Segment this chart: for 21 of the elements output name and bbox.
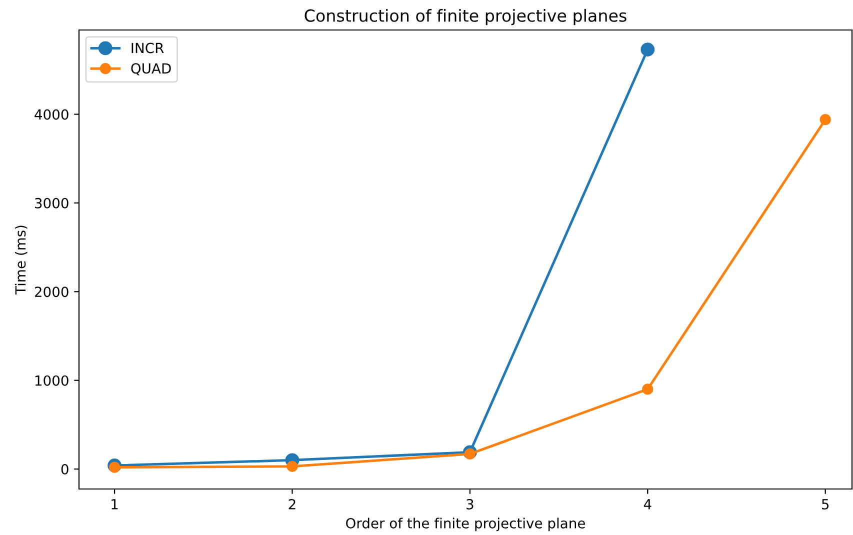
y-tick-label: 1000 xyxy=(35,375,68,386)
x-tick-label: 4 xyxy=(644,499,652,510)
y-tick-label: 0 xyxy=(61,464,68,475)
x-tick-label: 2 xyxy=(288,498,296,510)
point xyxy=(286,460,298,472)
y-tick-label: 4000 xyxy=(34,109,68,120)
point xyxy=(108,462,120,473)
point xyxy=(464,448,476,460)
legend-label: QUAD xyxy=(131,63,171,76)
point xyxy=(820,114,831,126)
y-axis-title: Time (ms) xyxy=(14,226,28,295)
y-tick-label: 2000 xyxy=(34,286,68,298)
legend-label: INCR xyxy=(132,42,164,54)
x-tick-label: 5 xyxy=(822,499,829,510)
x-tick-label: 1 xyxy=(112,499,118,510)
y-tick-label: 3000 xyxy=(34,198,68,208)
chart-title: Construction of finite projective planes xyxy=(304,9,626,26)
point xyxy=(642,384,654,395)
x-axis-title: Order of the finite projective plane xyxy=(346,518,585,532)
point xyxy=(640,42,655,56)
x-tick-label: 3 xyxy=(466,498,474,510)
